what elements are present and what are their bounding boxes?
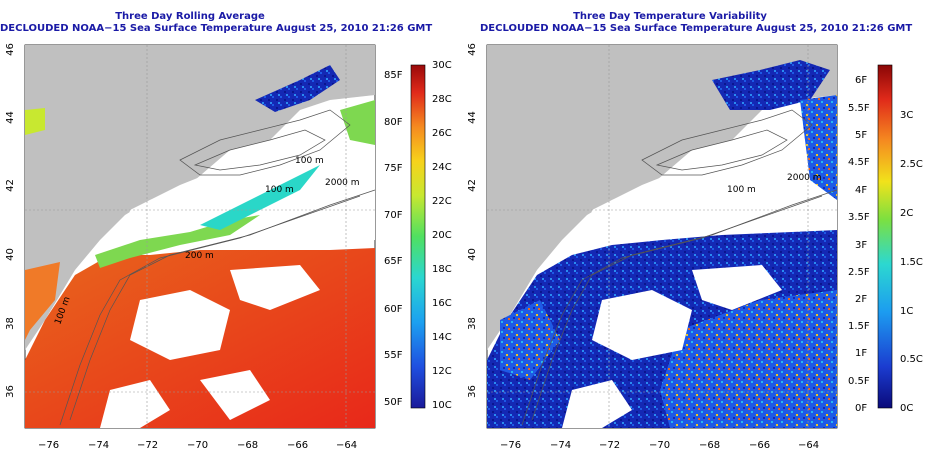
left-ytick: 44 — [4, 111, 16, 124]
right-cb-f-label: 4F — [855, 185, 868, 196]
left-xtick: −64 — [336, 440, 358, 451]
left-cb-c-label: 20C — [432, 230, 452, 241]
left-cb-f-label: 50F — [384, 397, 403, 408]
right-cb-f-label: 3.5F — [848, 212, 870, 223]
right-cb-c-label: 3C — [900, 110, 914, 121]
left-cb-c-label: 18C — [432, 264, 452, 275]
right-cb-f-label: 5.5F — [848, 103, 870, 114]
left-cb-c-label: 30C — [432, 60, 452, 71]
right-title-line2: DECLOUDED NOAA−15 Sea Surface Temperatur… — [480, 23, 913, 34]
left-cb-c-label: 28C — [432, 94, 452, 105]
right-xtick: −72 — [599, 440, 621, 451]
right-xtick: −64 — [798, 440, 820, 451]
left-xtick: −72 — [137, 440, 159, 451]
right-cb-f-label: 0F — [855, 403, 868, 414]
left-ytick: 40 — [4, 248, 16, 261]
left-cb-f-label: 70F — [384, 210, 403, 221]
left-cb-f-label: 60F — [384, 304, 403, 315]
right-ytick: 40 — [466, 248, 478, 261]
left-xtick: −70 — [187, 440, 209, 451]
left-ytick: 46 — [4, 43, 16, 56]
right-map: 100 m 2000 m — [486, 44, 838, 429]
right-colorbar — [877, 64, 893, 409]
left-ytick: 42 — [4, 179, 16, 192]
right-xtick: −74 — [550, 440, 572, 451]
right-ytick: 36 — [466, 385, 478, 398]
right-land — [487, 45, 837, 350]
right-ytick: 42 — [466, 179, 478, 192]
left-land — [25, 45, 375, 350]
left-depth-label-1: 100 m — [295, 156, 324, 166]
right-depth-label-1: 100 m — [727, 185, 756, 195]
left-xtick: −74 — [88, 440, 110, 451]
right-cb-f-label: 0.5F — [848, 376, 870, 387]
right-cb-f-label: 6F — [855, 75, 868, 86]
left-cb-f-label: 85F — [384, 70, 403, 81]
right-cb-f-label: 4.5F — [848, 157, 870, 168]
left-depth-label-4: 200 m — [185, 251, 214, 261]
right-ytick: 46 — [466, 43, 478, 56]
right-cb-c-label: 1C — [900, 306, 914, 317]
left-cb-c-label: 12C — [432, 366, 452, 377]
right-xtick: −76 — [500, 440, 522, 451]
right-title-line1: Three Day Temperature Variability — [573, 11, 767, 22]
left-ytick: 38 — [4, 317, 16, 330]
right-cb-f-label: 1.5F — [848, 321, 870, 332]
left-colorbar — [410, 64, 426, 409]
left-depth-label-2: 100 m — [265, 185, 294, 195]
left-xtick: −68 — [237, 440, 259, 451]
right-xtick: −66 — [749, 440, 771, 451]
right-cb-f-label: 2.5F — [848, 267, 870, 278]
left-cb-c-label: 14C — [432, 332, 452, 343]
right-cb-c-label: 0C — [900, 403, 914, 414]
left-cb-f-label: 55F — [384, 350, 403, 361]
right-cb-f-label: 5F — [855, 130, 868, 141]
left-cold-water — [255, 65, 340, 112]
left-title-line2: DECLOUDED NOAA−15 Sea Surface Temperatur… — [0, 23, 433, 34]
left-cb-c-label: 26C — [432, 128, 452, 139]
right-xtick: −68 — [699, 440, 721, 451]
right-ytick: 44 — [466, 111, 478, 124]
right-xtick: −70 — [649, 440, 671, 451]
left-cb-c-label: 16C — [432, 298, 452, 309]
right-cb-f-label: 3F — [855, 240, 868, 251]
left-cb-c-label: 10C — [432, 400, 452, 411]
left-cb-c-label: 24C — [432, 162, 452, 173]
left-xtick: −76 — [38, 440, 60, 451]
left-cb-f-label: 75F — [384, 163, 403, 174]
left-map: 100 m 100 m 2000 m 200 m 100 m — [24, 44, 376, 429]
right-ytick: 38 — [466, 317, 478, 330]
left-xtick: −66 — [287, 440, 309, 451]
left-ytick: 36 — [4, 385, 16, 398]
right-cb-c-label: 2C — [900, 208, 914, 219]
right-depth-label-2: 2000 m — [787, 173, 822, 183]
right-cb-c-label: 2.5C — [900, 159, 923, 170]
right-cb-c-label: 0.5C — [900, 354, 923, 365]
right-cb-c-label: 1.5C — [900, 257, 923, 268]
right-cb-f-label: 1F — [855, 348, 868, 359]
left-depth-label-3: 2000 m — [325, 178, 360, 188]
left-title-line1: Three Day Rolling Average — [115, 11, 265, 22]
left-cb-f-label: 65F — [384, 256, 403, 267]
right-cb-f-label: 2F — [855, 294, 868, 305]
left-cb-f-label: 80F — [384, 117, 403, 128]
left-cb-c-label: 22C — [432, 196, 452, 207]
